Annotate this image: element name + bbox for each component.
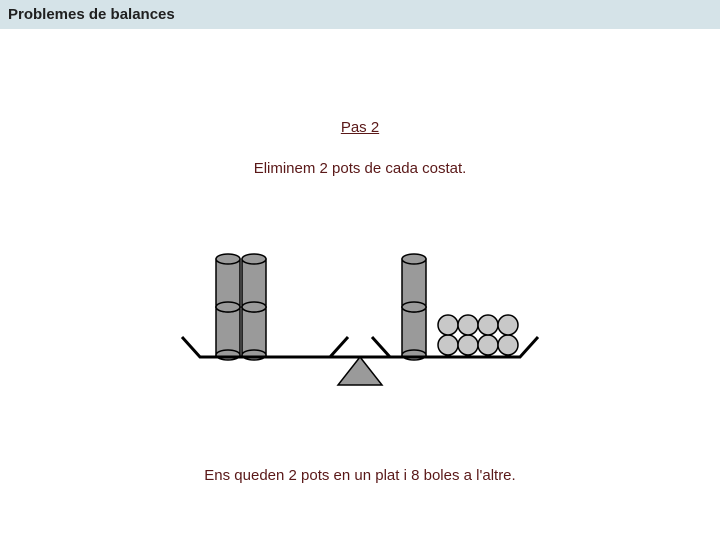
step-title: Pas 2	[0, 119, 720, 136]
page-header: Problemes de balances	[0, 0, 720, 29]
balance-svg	[170, 227, 550, 427]
page-title: Problemes de balances	[8, 6, 175, 23]
balance-diagram	[170, 227, 550, 427]
instruction-text: Eliminem 2 pots de cada costat.	[0, 160, 720, 177]
conclusion-text: Ens queden 2 pots en un plat i 8 boles a…	[0, 467, 720, 484]
